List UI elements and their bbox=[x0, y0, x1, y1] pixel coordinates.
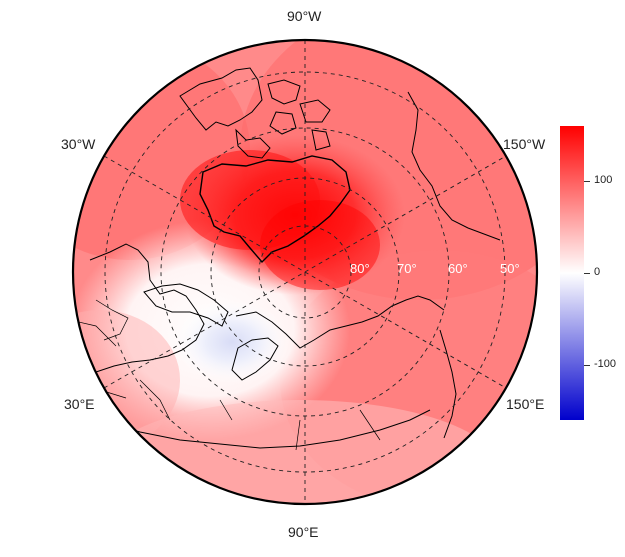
scandinavia-coastline bbox=[143, 283, 229, 327]
lat-label-60: 60° bbox=[448, 261, 468, 276]
meridians bbox=[103, 40, 507, 504]
lon-label-150e: 150°E bbox=[506, 396, 545, 412]
lon-label-150w: 150°W bbox=[503, 136, 546, 152]
asia-inland bbox=[99, 409, 431, 449]
colorbar-tick-neg100 bbox=[584, 365, 590, 366]
country-borders bbox=[73, 299, 381, 451]
arctic-archipelago bbox=[267, 79, 331, 151]
colorbar-tick-0 bbox=[584, 273, 590, 274]
lat-label-70: 70° bbox=[397, 261, 417, 276]
lat-label-80: 80° bbox=[350, 261, 370, 276]
colorbar bbox=[560, 126, 584, 420]
north-america-coastline bbox=[179, 67, 271, 159]
lon-label-30e: 30°E bbox=[64, 396, 95, 412]
colorbar-label-100: 100 bbox=[594, 174, 613, 186]
colorbar-tick-100 bbox=[584, 181, 590, 182]
lon-label-90w: 90°W bbox=[287, 8, 322, 24]
novaya-zemlya bbox=[231, 337, 279, 381]
alaska-coastline bbox=[407, 91, 501, 241]
latitude-labels: 80° 70° 60° 50° bbox=[350, 261, 520, 276]
lon-label-30w: 30°W bbox=[61, 136, 96, 152]
lat-label-50: 50° bbox=[500, 261, 520, 276]
map-boundary bbox=[71, 38, 539, 506]
europe-coastline bbox=[81, 243, 205, 377]
siberia-coastline bbox=[235, 295, 445, 349]
coastlines bbox=[73, 67, 501, 451]
colorbar-label-0: 0 bbox=[594, 266, 601, 278]
kamchatka-coastline bbox=[439, 329, 457, 439]
lon-label-90e: 90°E bbox=[288, 524, 319, 540]
colorbar-label-neg100: -100 bbox=[594, 358, 617, 370]
